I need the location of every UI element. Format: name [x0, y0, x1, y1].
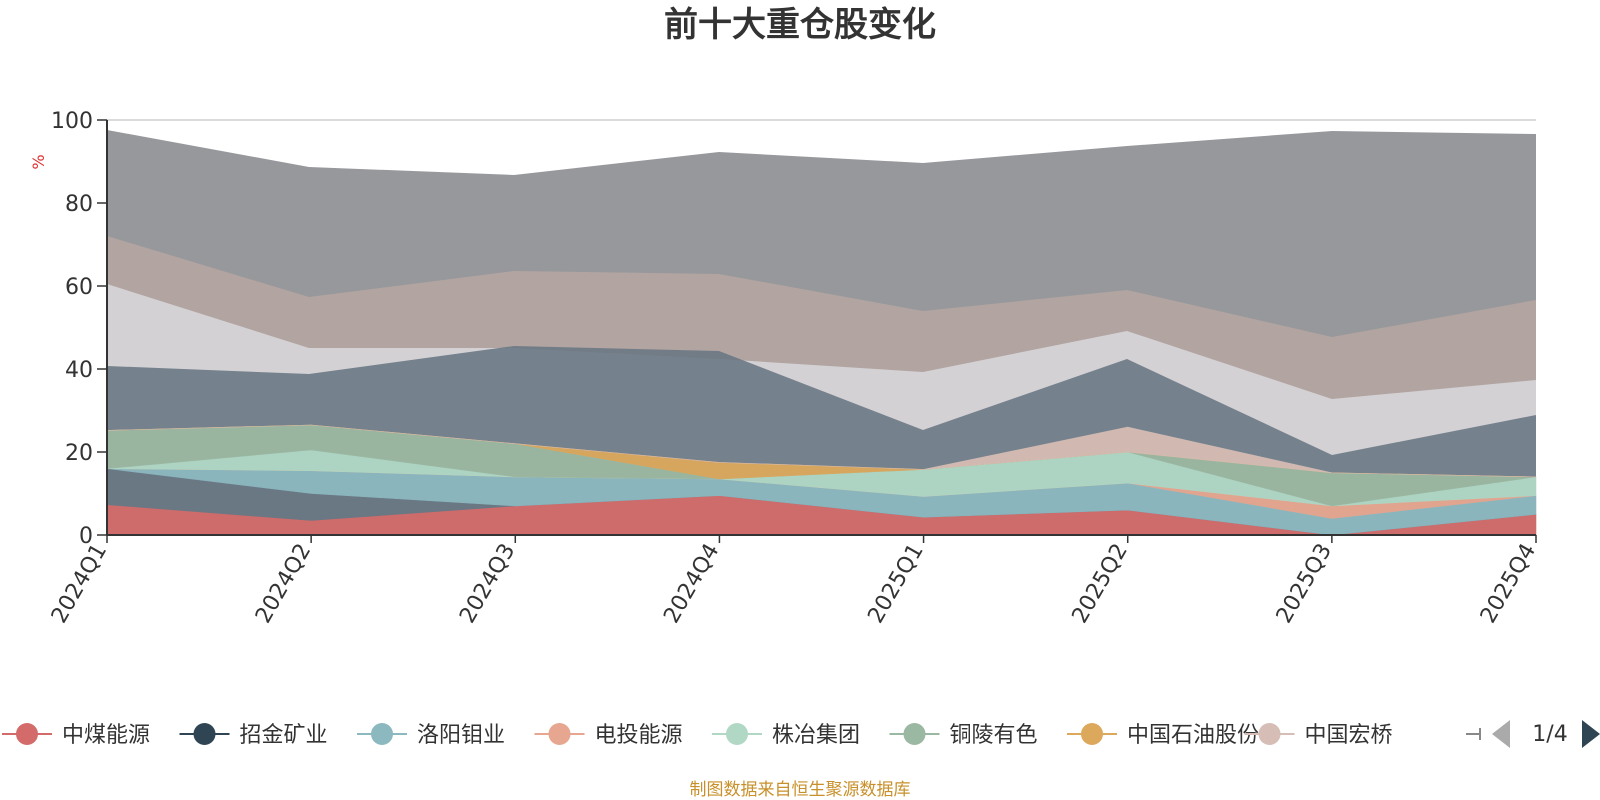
- axes: [106, 120, 1536, 536]
- legend-item-洛阳钼业[interactable]: 洛阳钼业: [357, 723, 505, 748]
- legend-marker: [903, 723, 926, 745]
- legend-marker: [1258, 723, 1281, 745]
- x-tick-label: 2025Q1: [863, 540, 928, 628]
- x-tick-label: 2024Q2: [251, 540, 316, 628]
- x-tick-label: 2025Q2: [1068, 540, 1133, 628]
- legend-marker: [16, 723, 38, 745]
- legend-item-铜陵有色[interactable]: 铜陵有色: [889, 723, 1038, 748]
- legend-label: 中国宏桥: [1305, 723, 1393, 748]
- x-tick-label: 2025Q3: [1272, 540, 1337, 628]
- chart-title: 前十大重仓股变化: [664, 5, 936, 45]
- y-axis-ticks: 0 20 40 60 80 100: [51, 109, 107, 549]
- legend-marker: [548, 723, 571, 745]
- legend-label: 铜陵有色: [950, 723, 1038, 748]
- legend-marker: [1081, 723, 1103, 745]
- legend-label: 电投能源: [595, 723, 683, 748]
- area-series-中国宏桥[interactable]: [106, 424, 1537, 478]
- legend-item-株冶集团[interactable]: 株冶集团: [712, 723, 860, 748]
- legend-item-中煤能源[interactable]: 中煤能源: [2, 723, 150, 748]
- source-note: 制图数据来自恒生聚源数据库: [690, 780, 911, 800]
- legend-marker: [726, 723, 748, 745]
- legend-marker: [371, 723, 393, 745]
- y-tick-label: 60: [65, 275, 93, 300]
- y-axis-label: %: [29, 154, 48, 169]
- legend-label: 中国石油股份: [1127, 723, 1259, 748]
- legend-next-icon[interactable]: [1582, 720, 1600, 748]
- y-tick-label: 40: [65, 358, 93, 383]
- y-tick-label: 80: [65, 192, 93, 217]
- legend-item-中国石油股份[interactable]: 中国石油股份: [1067, 723, 1259, 748]
- legend-prev-icon[interactable]: [1492, 720, 1510, 748]
- x-tick-label: 2024Q4: [659, 540, 724, 628]
- legend-item-中国宏桥[interactable]: 中国宏桥: [1244, 723, 1393, 748]
- legend-item-电投能源[interactable]: 电投能源: [534, 723, 683, 748]
- legend-label: 株冶集团: [772, 723, 860, 748]
- legend-marker: [193, 723, 216, 745]
- x-tick-label: 2025Q4: [1476, 540, 1541, 628]
- y-tick-label: 100: [51, 109, 93, 134]
- legend-label: 招金矿业: [240, 723, 328, 748]
- legend-item-招金矿业[interactable]: 招金矿业: [179, 723, 328, 748]
- legend[interactable]: 中煤能源 招金矿业 洛阳钼业 电投能源 株冶集团 铜陵有色 中国石油股份 中国宏桥: [2, 723, 1481, 748]
- legend-pager: 1/4: [1492, 720, 1600, 748]
- legend-label: 中煤能源: [62, 723, 150, 748]
- legend-page-indicator: 1/4: [1532, 722, 1567, 747]
- x-axis-ticks: 2024Q1 2024Q2 2024Q3 2024Q4 2025Q1 2025Q2 2025…: [47, 535, 1541, 628]
- legend-label: 洛阳钼业: [417, 723, 505, 748]
- y-tick-label: 0: [79, 524, 93, 549]
- y-tick-label: 20: [65, 441, 93, 466]
- x-tick-label: 2024Q1: [47, 540, 112, 628]
- x-tick-label: 2024Q3: [455, 540, 520, 628]
